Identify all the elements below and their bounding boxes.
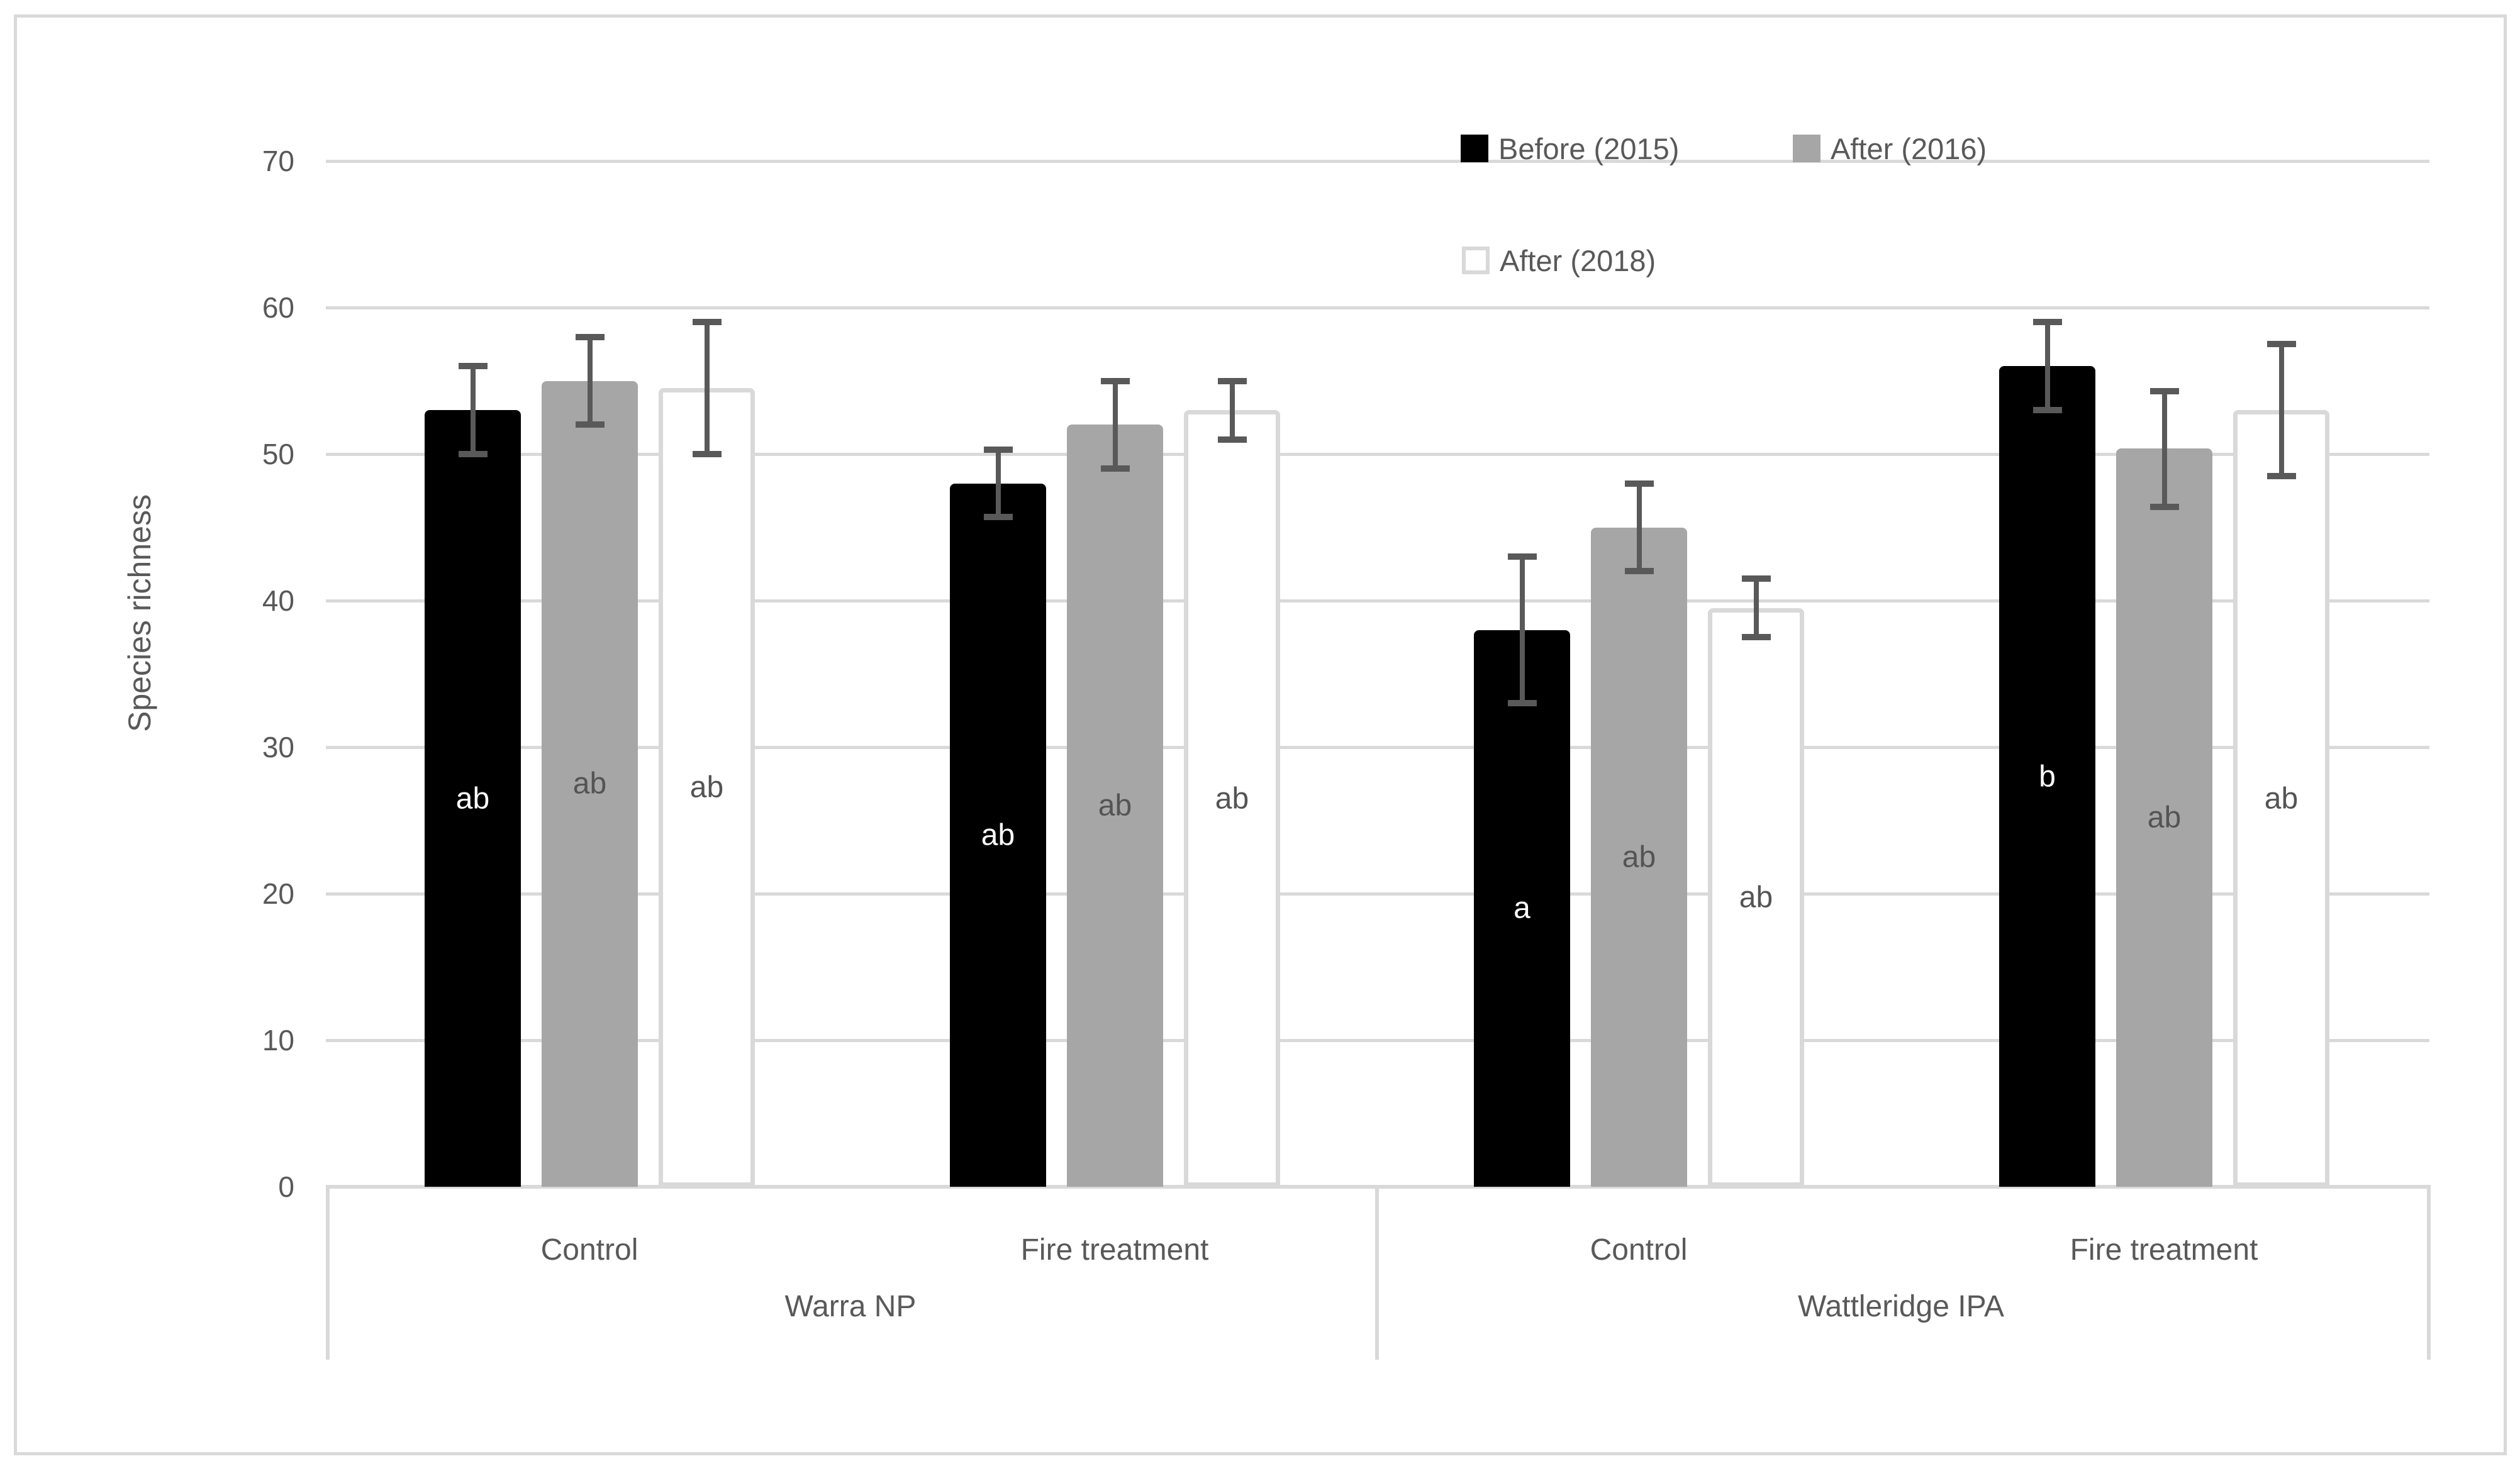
error-bar [2161, 391, 2167, 507]
error-bar-cap-top [983, 447, 1013, 453]
error-bar-cap-bottom [983, 514, 1013, 520]
error-bar-cap-top [2032, 319, 2062, 325]
bar-significance-letter: ab [572, 767, 607, 801]
gridline [326, 160, 2429, 163]
error-bar [2044, 322, 2050, 410]
gridline [326, 453, 2429, 456]
bar [1591, 528, 1687, 1187]
gridline [326, 892, 2429, 896]
bar-significance-letter: ab [1622, 840, 1656, 874]
y-tick-label: 20 [262, 877, 294, 910]
bar [950, 484, 1046, 1187]
error-bar-cap-bottom [575, 421, 605, 428]
error-bar-cap-top [1217, 378, 1247, 384]
error-bar [2278, 344, 2284, 476]
bar-significance-letter: ab [2147, 801, 2182, 835]
bar [2233, 410, 2329, 1187]
error-bar-cap-bottom [1624, 568, 1654, 574]
y-tick-label: 0 [278, 1170, 294, 1203]
category-label-site: Warra NP [784, 1290, 917, 1323]
y-tick-label: 70 [262, 145, 294, 177]
gridline [326, 1039, 2429, 1042]
error-bar-cap-bottom [1507, 700, 1537, 706]
category-label-treatment: Control [540, 1233, 638, 1267]
error-bar-cap-bottom [1100, 465, 1130, 472]
legend-swatch [1462, 247, 1490, 274]
bar [2116, 448, 2212, 1187]
legend-swatch [1461, 135, 1488, 162]
y-tick-label: 10 [262, 1024, 294, 1057]
error-bar [1519, 557, 1525, 703]
error-bar-cap-top [1741, 575, 1771, 582]
error-bar-cap-top [1624, 480, 1654, 487]
bar-significance-letter: ab [2264, 782, 2299, 816]
bar [1708, 608, 1804, 1187]
error-bar [1753, 579, 1759, 637]
error-bar-cap-top [2149, 388, 2179, 394]
error-bar-cap-top [1100, 378, 1130, 384]
error-bar-cap-top [2266, 341, 2296, 347]
category-label-treatment: Fire treatment [2070, 1233, 2258, 1267]
legend-label: After (2016) [1831, 131, 1987, 165]
bar-significance-letter: ab [455, 782, 490, 816]
error-bar [1112, 381, 1118, 469]
error-bar [1229, 381, 1235, 440]
bar-significance-letter: ab [689, 770, 724, 804]
bar [425, 410, 521, 1187]
gridline [326, 746, 2429, 749]
legend-item: After (2016) [1793, 126, 1987, 171]
legend-item: After (2018) [1462, 238, 1656, 283]
error-bar-cap-top [575, 334, 605, 340]
category-label-site: Wattleridge IPA [1797, 1290, 2005, 1323]
y-tick-label: 60 [262, 291, 294, 324]
legend-label: Before (2015) [1498, 131, 1680, 165]
bar-significance-letter: ab [1215, 782, 1249, 816]
gridline [326, 306, 2429, 309]
axis-divider [1375, 1185, 1379, 1360]
y-tick-label: 50 [262, 438, 294, 470]
category-label-treatment: Fire treatment [1020, 1233, 1209, 1267]
error-bar-cap-bottom [1217, 436, 1247, 443]
y-tick-label: 30 [262, 731, 294, 764]
error-bar-cap-bottom [692, 451, 722, 457]
error-bar-cap-bottom [1741, 634, 1771, 640]
bar [1184, 410, 1280, 1187]
error-bar [470, 366, 476, 454]
error-bar-cap-bottom [458, 451, 488, 457]
axis-divider [2427, 1185, 2431, 1360]
error-bar-cap-top [458, 363, 488, 369]
bar [1474, 630, 1570, 1187]
category-label-treatment: Control [1590, 1233, 1688, 1267]
bar-significance-letter: ab [1739, 880, 1773, 914]
bar-significance-letter: b [2039, 760, 2056, 794]
error-bar-cap-top [1507, 553, 1537, 560]
bar [1999, 366, 2095, 1187]
bar [659, 388, 755, 1187]
legend-item: Before (2015) [1461, 126, 1679, 171]
bar [1067, 425, 1163, 1187]
error-bar-cap-bottom [2266, 473, 2296, 479]
bar [542, 381, 638, 1187]
axis-divider [326, 1185, 330, 1360]
bar-significance-letter: ab [1098, 789, 1132, 823]
error-bar [587, 337, 593, 425]
bar-significance-letter: ab [981, 818, 1015, 852]
gridline [326, 599, 2429, 603]
y-tick-label: 40 [262, 584, 294, 617]
error-bar [1636, 484, 1642, 571]
bar-significance-letter: a [1514, 891, 1530, 925]
error-bar-cap-bottom [2149, 504, 2179, 510]
error-bar-cap-bottom [2032, 407, 2062, 413]
error-bar-cap-top [692, 319, 722, 325]
legend-label: After (2018) [1500, 243, 1656, 277]
error-bar [995, 450, 1001, 517]
legend-swatch [1793, 135, 1820, 162]
error-bar [704, 322, 710, 454]
